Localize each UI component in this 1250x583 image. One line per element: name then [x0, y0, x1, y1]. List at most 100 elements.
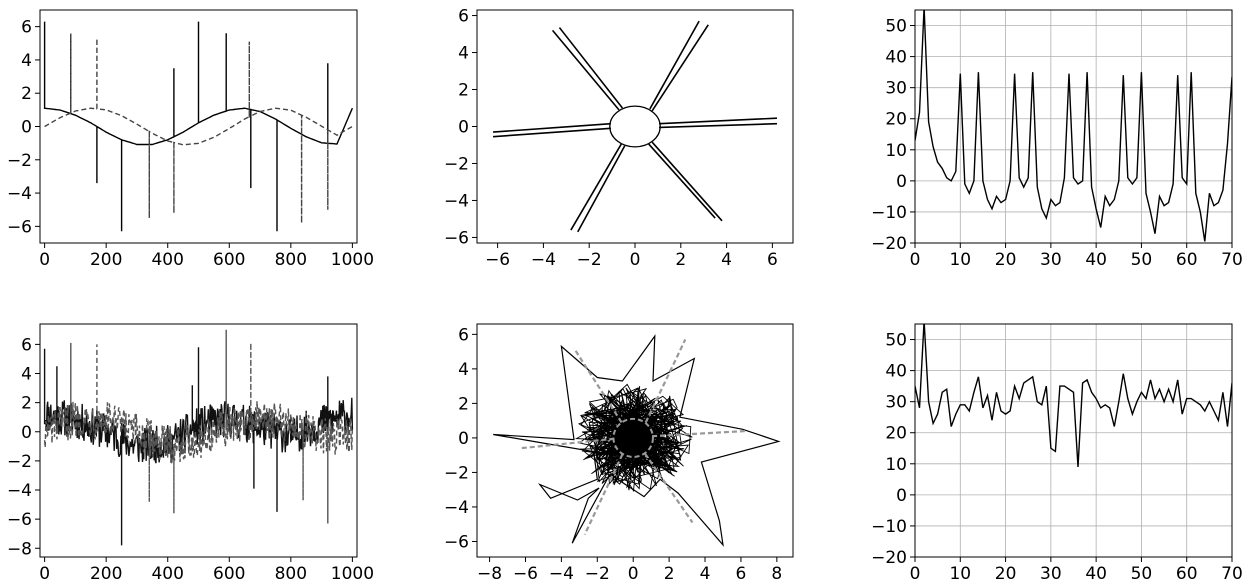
y-tick-label: 0: [458, 429, 469, 449]
x-tick-label: 1000: [331, 250, 374, 270]
x-tick-label: 70: [1221, 564, 1243, 583]
ray-line: [651, 24, 709, 112]
x-tick-label: 60: [1176, 564, 1198, 583]
ray-line: [492, 122, 612, 133]
x-tick-label: 10: [949, 564, 971, 583]
guide-ray: [583, 453, 624, 536]
ray-line: [649, 20, 700, 110]
x-tick-label: −4: [549, 564, 574, 583]
x-tick-label: 200: [90, 250, 122, 270]
y-tick-label: 4: [21, 51, 32, 71]
x-tick-label: 20: [995, 564, 1017, 583]
series-line: [915, 10, 1232, 242]
guide-ray: [644, 339, 687, 423]
y-tick-label: 50: [885, 17, 907, 37]
y-tick-label: 2: [458, 394, 469, 414]
y-tick-label: 0: [896, 172, 907, 192]
y-tick-label: 0: [21, 118, 32, 138]
x-tick-label: −6: [513, 564, 538, 583]
y-tick-label: 2: [21, 394, 32, 414]
chart-panel-4: 0 200 400 600 800 1000 −8 −6 −4 −2 0 2 4 6: [7, 323, 374, 583]
series-line-2: [44, 33, 353, 223]
series-line-2: [43, 329, 354, 524]
x-tick-label: 40: [1085, 564, 1107, 583]
guide-ray: [573, 347, 623, 423]
x-tick-label: 800: [275, 564, 307, 583]
y-tick-label: 6: [21, 335, 32, 355]
y-tick-label: −6: [7, 217, 32, 237]
y-tick-label: 4: [458, 360, 469, 380]
y-tick-label: −10: [871, 517, 907, 537]
y-tick-label: 6: [21, 18, 32, 38]
y-tick-label: −6: [7, 510, 32, 530]
x-tick-label: 70: [1221, 250, 1243, 270]
y-tick-label: 0: [896, 486, 907, 506]
x-tick-label: 6: [736, 564, 747, 583]
axes-frame: [476, 9, 794, 244]
y-tick-label: −6: [444, 228, 469, 248]
x-tick-label: 10: [949, 250, 971, 270]
x-tick-label: 0: [910, 250, 921, 270]
x-tick-label: 8: [771, 564, 782, 583]
y-tick-label: −4: [444, 191, 469, 211]
y-tick-label: −2: [7, 452, 32, 472]
y-tick-label: 30: [885, 393, 907, 413]
x-tick-label: 1000: [331, 564, 374, 583]
y-tick-label: −6: [444, 532, 469, 552]
x-tick-label: 0: [630, 250, 641, 270]
x-tick-label: 30: [1040, 250, 1062, 270]
y-tick-label: 20: [885, 110, 907, 130]
y-tick-label: 40: [885, 362, 907, 382]
x-tick-label: 0: [39, 250, 50, 270]
plot-area: [43, 21, 354, 232]
x-tick-label: 2: [675, 250, 686, 270]
y-tick-label: 4: [21, 365, 32, 385]
ray-line: [551, 29, 620, 111]
unit-circle: [609, 105, 661, 148]
axes-frame: [39, 323, 358, 558]
ray-line: [659, 122, 777, 129]
y-tick-label: 30: [885, 79, 907, 99]
y-tick-label: 40: [885, 48, 907, 68]
x-tick-label: 30: [1040, 564, 1062, 583]
plot-area: [915, 10, 1232, 243]
y-tick-label: −8: [7, 539, 32, 559]
x-tick-label: −4: [531, 250, 556, 270]
y-tick-label: 10: [885, 455, 907, 475]
series-line-1: [43, 21, 354, 232]
x-tick-label: −2: [585, 564, 610, 583]
y-tick-label: 2: [21, 84, 32, 104]
y-tick-label: −4: [7, 184, 32, 204]
plot-area: [492, 20, 778, 233]
y-tick-label: −4: [444, 498, 469, 518]
plot-area: [915, 324, 1232, 557]
outer-polygon: [493, 334, 781, 547]
x-tick-label: 6: [767, 250, 778, 270]
series-line-1: [43, 347, 354, 546]
x-tick-label: 800: [275, 250, 307, 270]
y-tick-label: 50: [885, 331, 907, 351]
x-tick-label: −2: [577, 250, 602, 270]
axes-frame: [914, 323, 1233, 558]
x-tick-label: 4: [700, 564, 711, 583]
x-tick-label: −8: [477, 564, 502, 583]
y-tick-label: 0: [21, 423, 32, 443]
chart-panel-6: 0 10 20 30 40 50 60 70 −20 −10 0 10 20 30 40 50: [871, 323, 1243, 583]
y-tick-label: 2: [458, 81, 469, 101]
x-tick-label: 50: [1131, 564, 1153, 583]
plot-area: [493, 334, 781, 547]
x-tick-label: 2: [664, 564, 675, 583]
chart-panel-5: −8 −6 −4 −2 0 2 4 6 8 −6 −4 −2 0 2 4 6: [444, 323, 794, 583]
axes-frame: [914, 9, 1233, 244]
axes-frame: [476, 323, 794, 558]
ray-line: [570, 143, 622, 231]
y-tick-label: 0: [458, 118, 469, 138]
guide-ray: [643, 452, 694, 524]
chart-panel-1: 0 200 400 600 800 1000 −6 −4 −2 0 2 4 6: [7, 9, 374, 270]
ray-line: [648, 143, 716, 219]
y-tick-label: −20: [871, 548, 907, 568]
x-tick-label: 200: [90, 564, 122, 583]
y-tick-label: −2: [444, 463, 469, 483]
y-tick-label: 6: [458, 7, 469, 27]
y-tick-label: −2: [444, 154, 469, 174]
